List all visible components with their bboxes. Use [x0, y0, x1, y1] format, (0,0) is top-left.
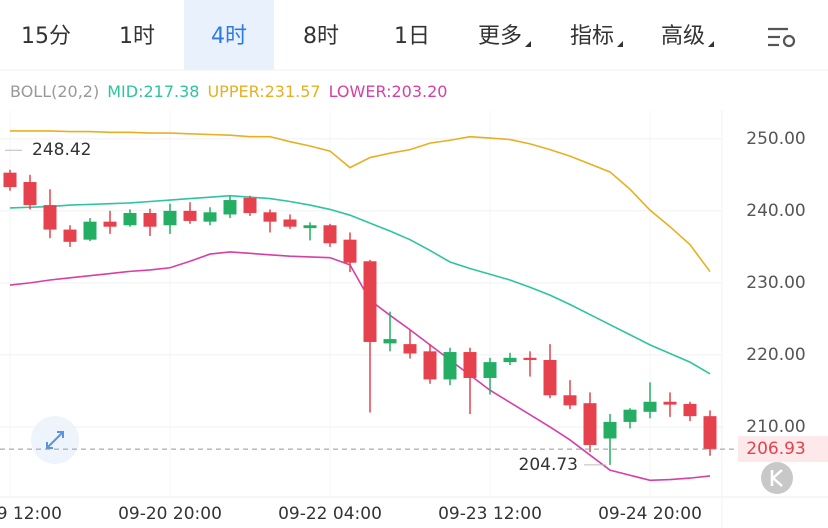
tab[interactable]: 1时 — [119, 24, 155, 49]
candle-body — [403, 344, 417, 354]
candle-body — [623, 409, 637, 422]
candle-body — [83, 221, 97, 240]
k-glyph — [770, 469, 783, 487]
candle-body — [463, 352, 477, 378]
candle-body — [663, 401, 677, 405]
candle-body — [123, 213, 137, 226]
x-tick-label: 09-20 20:00 — [118, 504, 222, 524]
legend-entry: UPPER:231.57 — [207, 82, 320, 101]
expand-button[interactable] — [31, 416, 79, 464]
candle-body — [543, 359, 557, 396]
low-label: 204.73 — [519, 455, 578, 475]
candle-body — [63, 229, 77, 242]
candle-body — [443, 352, 457, 380]
candle-body — [503, 357, 517, 363]
candle-body — [583, 403, 597, 445]
candle-body — [343, 239, 357, 263]
candle-body — [683, 403, 697, 417]
candle-body — [263, 212, 277, 222]
candle-body — [423, 351, 437, 380]
candle-body — [43, 205, 57, 230]
candle-body — [223, 200, 237, 215]
candle-body — [103, 221, 117, 227]
x-tick-label: 09-19 12:00 — [0, 504, 62, 524]
icon-gear — [782, 34, 796, 48]
expand-glyph — [46, 431, 64, 449]
dropdown-caret — [617, 41, 623, 47]
y-tick-label: 250.00 — [746, 129, 805, 149]
legend-entry: MID:217.38 — [107, 82, 199, 101]
high-label: 248.42 — [32, 140, 91, 160]
candle-body — [143, 213, 157, 227]
candle-body — [283, 219, 297, 227]
k-button[interactable] — [761, 462, 793, 494]
candle-body — [483, 362, 497, 378]
tab[interactable]: 更多 — [478, 24, 522, 49]
candle-body — [523, 357, 537, 360]
candle-body — [3, 172, 17, 188]
candle-body — [243, 197, 257, 214]
candle-body — [23, 182, 37, 206]
candle-body — [383, 339, 397, 344]
candle-body — [203, 212, 217, 222]
settings-icon[interactable] — [768, 27, 796, 48]
x-tick-label: 09-22 04:00 — [278, 504, 382, 524]
last-price-bg — [738, 436, 828, 463]
tab-active-bg — [184, 0, 274, 70]
y-tick-label: 220.00 — [746, 345, 805, 365]
candle-body — [703, 416, 717, 450]
tab[interactable]: 高级 — [661, 24, 705, 49]
candle-body — [643, 401, 657, 412]
tab[interactable]: 8时 — [303, 24, 339, 49]
tab[interactable]: 指标 — [570, 24, 614, 49]
indicator-legend: BOLL(20,2) MID:217.38 UPPER:231.57 LOWER:20… — [10, 82, 447, 101]
candle-body — [323, 225, 337, 244]
candle-body — [303, 225, 317, 229]
indicator-legend-text: BOLL(20,2) MID:217.38 UPPER:231.57 LOWER:20… — [10, 82, 447, 101]
x-tick-label: 09-23 12:00 — [438, 504, 542, 524]
boll-line — [10, 130, 711, 273]
last-price-label: 206.93 — [746, 439, 805, 459]
k-bg — [761, 462, 793, 494]
candle-body — [563, 395, 577, 406]
dropdown-caret — [525, 41, 531, 47]
y-tick-label: 210.00 — [746, 417, 805, 437]
x-tick-label: 09-24 20:00 — [598, 504, 702, 524]
legend-entry: LOWER:203.20 — [329, 82, 448, 101]
boll-line — [9, 251, 711, 482]
candle-body — [603, 421, 617, 439]
indicator-name: BOLL(20,2) — [10, 82, 99, 101]
candle-body — [363, 261, 377, 342]
candle-body — [183, 210, 197, 221]
candle-body — [163, 210, 177, 226]
y-tick-label: 240.00 — [746, 201, 805, 221]
boll-line — [9, 194, 711, 375]
tab[interactable]: 1日 — [394, 24, 430, 49]
tab[interactable]: 4时 — [211, 24, 247, 49]
dropdown-caret — [708, 41, 714, 47]
y-tick-label: 230.00 — [746, 273, 805, 293]
tab[interactable]: 15分 — [21, 24, 71, 49]
